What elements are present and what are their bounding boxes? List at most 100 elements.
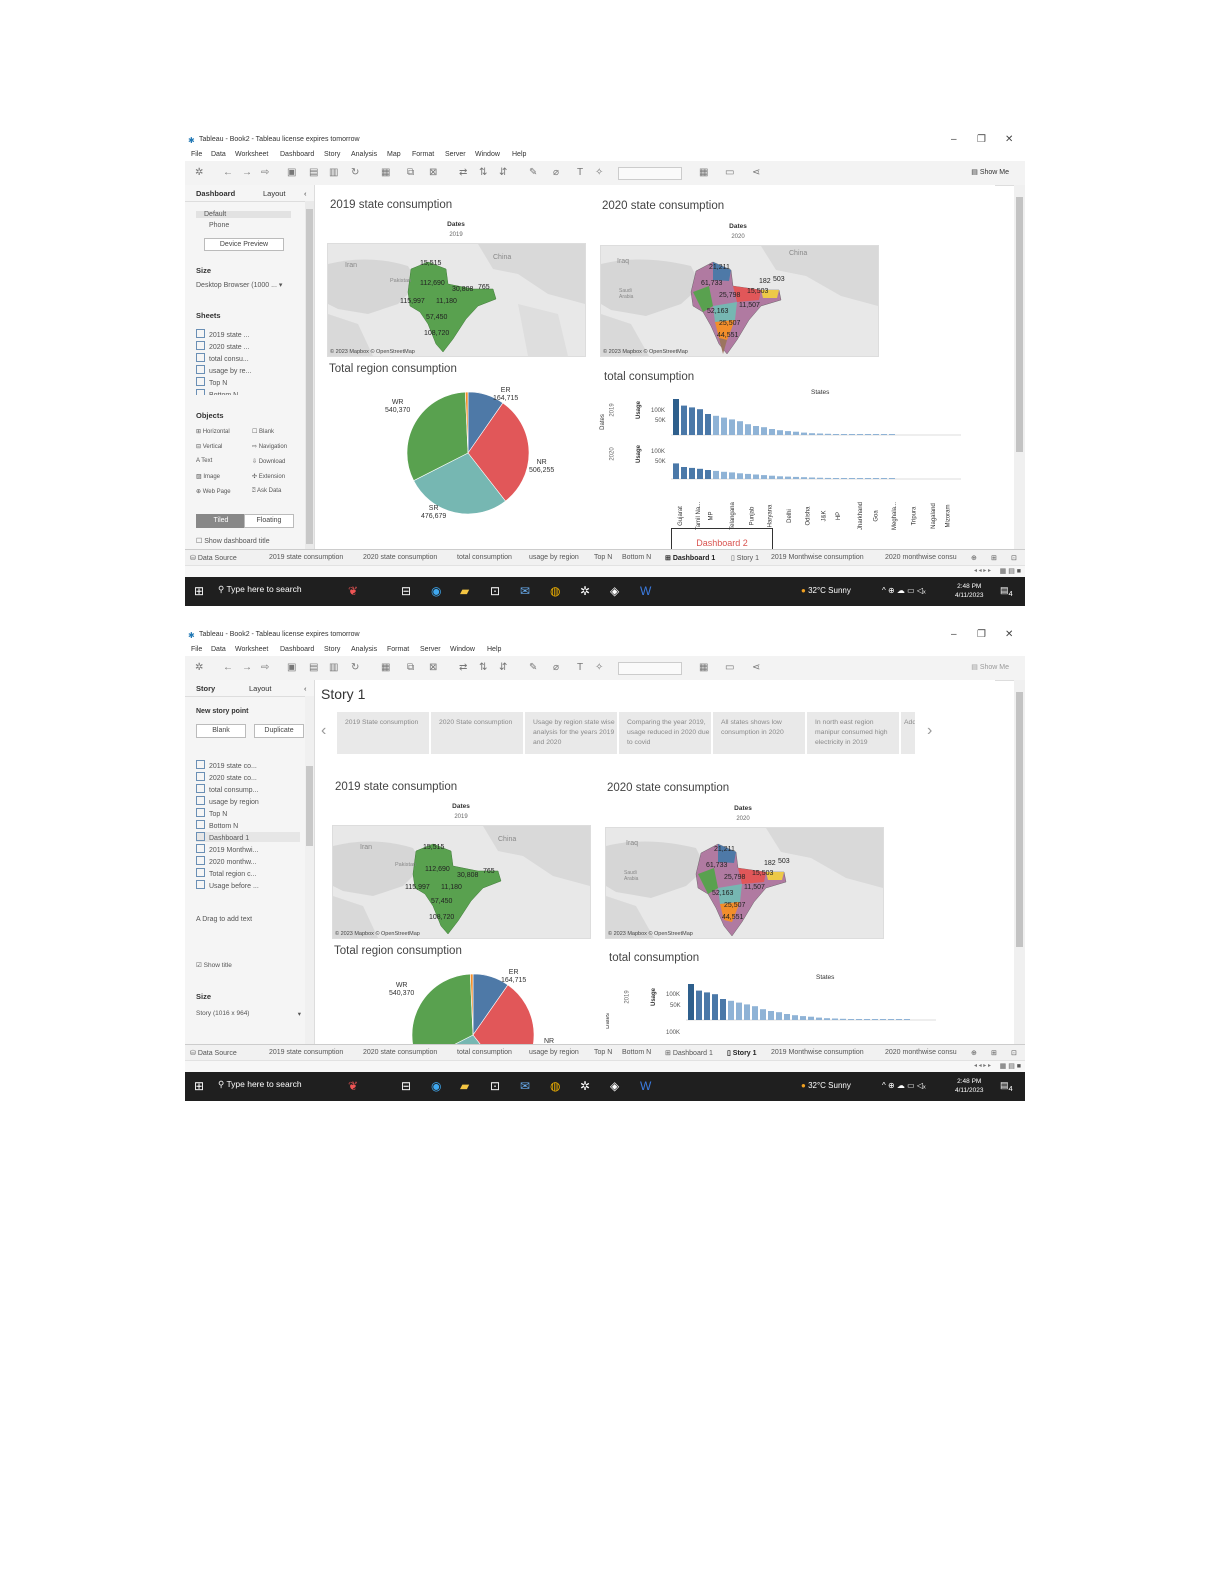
drag-text-object[interactable]: A Drag to add text bbox=[196, 916, 252, 923]
bar-2019-6[interactable] bbox=[721, 417, 727, 435]
bar-2019-17[interactable] bbox=[824, 1018, 830, 1020]
presentation-icon[interactable]: ▭ bbox=[725, 662, 735, 673]
tab-sheet[interactable]: Top N bbox=[594, 1049, 613, 1056]
prev-story-point-icon[interactable]: ‹ bbox=[321, 722, 327, 739]
tab-story[interactable]: Story bbox=[196, 684, 216, 693]
tab-dashboard1[interactable]: ⊞ Dashboard 1 bbox=[665, 1049, 713, 1057]
tableau-taskbar-icon[interactable]: ✲ bbox=[580, 584, 591, 598]
bar-2019-14[interactable] bbox=[785, 431, 791, 435]
map-2020[interactable]: Iraq Saudi Arabia 21,211 61,733 25,798 1… bbox=[605, 827, 884, 939]
new-story-icon[interactable]: ⊡ bbox=[1011, 1050, 1017, 1057]
sheet-item[interactable]: usage by re... bbox=[196, 365, 251, 375]
highlight-icon[interactable]: ✎ bbox=[529, 167, 538, 178]
close-icon[interactable]: ✕ bbox=[1005, 629, 1014, 640]
bar-2019-5[interactable] bbox=[728, 1000, 734, 1020]
new-dashboard-icon[interactable]: ⊞ bbox=[991, 555, 997, 562]
refresh-icon[interactable]: ↻ bbox=[351, 662, 360, 673]
tab-sheet[interactable]: total consumption bbox=[457, 1049, 512, 1056]
windows-start-icon[interactable]: ⊞ bbox=[194, 584, 205, 598]
bar-2019-16[interactable] bbox=[816, 1017, 822, 1020]
tab-data-source[interactable]: ⛁ Data Source bbox=[190, 1049, 237, 1057]
tab-sheet[interactable]: 2020 state consumption bbox=[363, 1049, 438, 1056]
menu-worksheet[interactable]: Worksheet bbox=[235, 646, 269, 653]
mail-icon[interactable]: ✉ bbox=[520, 584, 531, 598]
bar-2019-25[interactable] bbox=[888, 1019, 894, 1020]
store-icon[interactable]: ⊡ bbox=[490, 1079, 501, 1093]
bar-2019-23[interactable] bbox=[857, 434, 863, 435]
region-pie-chart[interactable] bbox=[410, 972, 536, 1044]
fit-dropdown[interactable] bbox=[618, 662, 682, 675]
new-worksheet-icon[interactable]: ⊕ bbox=[971, 555, 977, 562]
device-phone[interactable]: Phone bbox=[209, 222, 230, 229]
tab-sheet[interactable]: usage by region bbox=[529, 554, 579, 561]
sheet-item[interactable]: 2019 state co... bbox=[196, 760, 257, 770]
bar-2020-5[interactable] bbox=[713, 470, 719, 479]
highlight-icon[interactable]: ✎ bbox=[529, 662, 538, 673]
tableau-taskbar-icon[interactable]: ✲ bbox=[580, 1079, 591, 1093]
bar-2019-25[interactable] bbox=[873, 434, 879, 435]
restore-icon[interactable]: ❐ bbox=[977, 134, 986, 145]
tab-layout[interactable]: Layout bbox=[263, 189, 286, 198]
bar-2020-19[interactable] bbox=[825, 477, 831, 479]
canvas-scrollbar[interactable] bbox=[1014, 680, 1025, 1044]
edge-icon[interactable]: ◉ bbox=[431, 1079, 442, 1093]
taskbar-search[interactable]: ⚲ Type here to search bbox=[218, 1079, 302, 1090]
share-icon[interactable]: ⋖ bbox=[752, 662, 761, 673]
redo-icon[interactable]: → bbox=[242, 662, 252, 673]
bar-2020-23[interactable] bbox=[857, 478, 863, 479]
bar-2019-19[interactable] bbox=[825, 433, 831, 435]
object-navigation[interactable]: ⇨ Navigation bbox=[252, 443, 287, 450]
bar-2019-5[interactable] bbox=[713, 415, 719, 435]
menu-format[interactable]: Format bbox=[412, 151, 435, 158]
bar-2020-1[interactable] bbox=[681, 467, 687, 479]
menu-help[interactable]: Help bbox=[512, 151, 527, 158]
bar-2020-8[interactable] bbox=[737, 473, 743, 479]
bar-2019-12[interactable] bbox=[784, 1014, 790, 1020]
bar-2019-1[interactable] bbox=[681, 405, 687, 435]
bar-2019-21[interactable] bbox=[856, 1019, 862, 1020]
replay-icon[interactable]: ⇨ bbox=[261, 662, 270, 673]
bing-decor-icon[interactable]: ❦ bbox=[348, 584, 359, 598]
new-sheet-icon[interactable]: ▦ bbox=[381, 167, 391, 178]
minimize-icon[interactable]: – bbox=[951, 629, 957, 640]
chrome-icon[interactable]: ◍ bbox=[550, 584, 561, 598]
sheet-item[interactable]: 2020 state ... bbox=[196, 341, 249, 351]
pin-icon[interactable]: ✧ bbox=[595, 662, 604, 673]
sheet-item[interactable]: 2020 monthw... bbox=[196, 856, 256, 866]
bar-2019-4[interactable] bbox=[705, 414, 711, 435]
bar-2020-11[interactable] bbox=[761, 475, 767, 479]
pause-icon[interactable]: ▥ bbox=[329, 662, 339, 673]
scroll-thumb[interactable] bbox=[306, 766, 313, 846]
tab-sheet[interactable]: Bottom N bbox=[622, 1049, 652, 1056]
bar-2020-21[interactable] bbox=[841, 478, 847, 479]
bar-2019-15[interactable] bbox=[793, 431, 799, 435]
tab-dashboard1[interactable]: ⊞ Dashboard 1 bbox=[665, 554, 715, 562]
bar-2020-7[interactable] bbox=[729, 472, 735, 479]
menu-dashboard[interactable]: Dashboard bbox=[280, 646, 315, 653]
new-story-icon[interactable]: ⊡ bbox=[1011, 555, 1017, 562]
menu-file[interactable]: File bbox=[191, 646, 203, 653]
sheet-item[interactable]: Bottom N bbox=[196, 389, 238, 395]
bar-2019-7[interactable] bbox=[729, 419, 735, 435]
next-story-point-icon[interactable]: › bbox=[927, 722, 933, 739]
scroll-thumb[interactable] bbox=[306, 209, 313, 544]
sheet-item[interactable]: Total region c... bbox=[196, 868, 256, 878]
region-pie-chart[interactable] bbox=[405, 390, 531, 516]
bar-2019-6[interactable] bbox=[736, 1002, 742, 1020]
tableau-icon[interactable]: ✲ bbox=[195, 167, 204, 178]
menu-dashboard[interactable]: Dashboard bbox=[280, 151, 315, 158]
sheet-item[interactable]: Top N bbox=[196, 808, 227, 818]
pie-slice-wr[interactable] bbox=[406, 391, 469, 482]
fit-dropdown[interactable] bbox=[618, 167, 682, 180]
tableau-icon[interactable]: ✲ bbox=[195, 662, 204, 673]
undo-icon[interactable]: ← bbox=[223, 167, 233, 178]
map-2019[interactable]: Iran China Pakistan 15,515 112,690 30,80… bbox=[327, 243, 586, 357]
bar-2019-9[interactable] bbox=[745, 424, 751, 435]
tab-sheet[interactable]: 2019 state consumption bbox=[269, 554, 344, 561]
bar-2020-16[interactable] bbox=[801, 477, 807, 479]
clock[interactable]: 2:48 PM 4/11/2023 bbox=[955, 1077, 983, 1095]
object-image[interactable]: ▨ Image bbox=[196, 473, 220, 480]
bar-2019-10[interactable] bbox=[768, 1011, 774, 1020]
taskbar-search[interactable]: ⚲ Type here to search bbox=[218, 584, 302, 595]
clear-icon[interactable]: ⊠ bbox=[429, 662, 438, 673]
